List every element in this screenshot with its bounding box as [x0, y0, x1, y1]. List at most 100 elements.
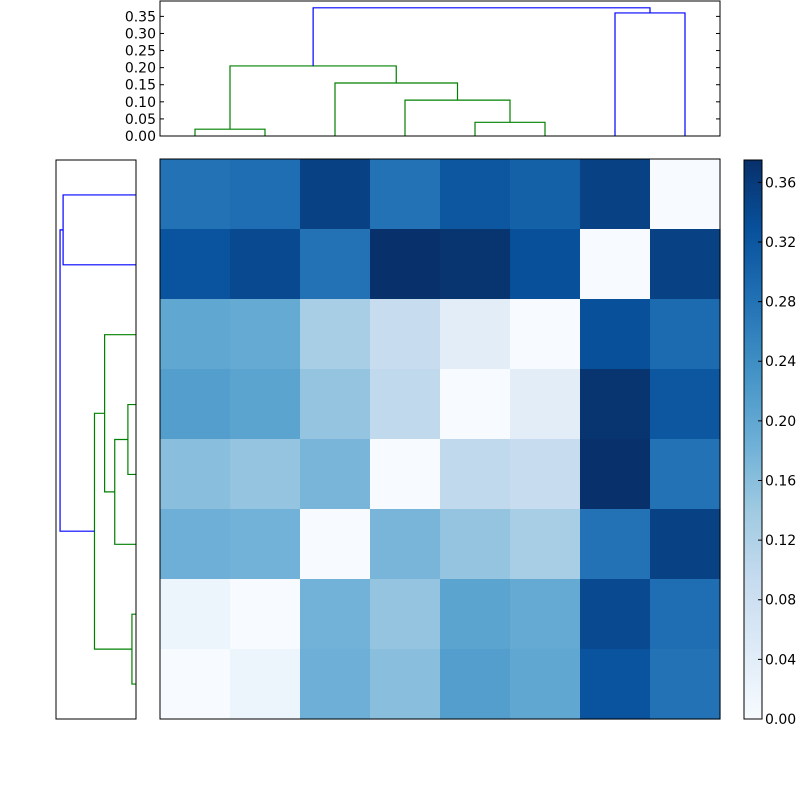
- colorbar-tick-label: 0.08: [765, 593, 796, 609]
- heatmap-cell-r5-c4: [440, 509, 511, 580]
- heatmap-cell-r4-c6: [580, 439, 651, 510]
- heatmap-cell-r4-c2: [300, 439, 371, 510]
- heatmap-cell-r7-c7: [650, 649, 721, 720]
- heatmap-cell-r7-c5: [510, 649, 581, 720]
- heatmap-cell-r6-c1: [230, 579, 301, 650]
- heatmap-cell-r7-c1: [230, 649, 301, 720]
- heatmap-cell-r6-c6: [580, 579, 651, 650]
- colorbar-tick-label: 0.04: [765, 652, 796, 668]
- left-dendrogram-link-4: [93, 412, 132, 650]
- heatmap-cell-r3-c6: [580, 369, 651, 440]
- heatmap-cell-r7-c0: [160, 649, 231, 720]
- heatmap-frame: [159, 158, 721, 720]
- heatmap-cell-r0-c2: [300, 159, 371, 230]
- heatmap-cell-r3-c2: [300, 369, 371, 440]
- heatmap-cell-r7-c3: [370, 649, 441, 720]
- top-dendrogram-tick-label: 0.10: [125, 95, 156, 111]
- heatmap-cell-r4-c3: [370, 439, 441, 510]
- top-dendrogram-tick-label: 0.25: [125, 44, 156, 60]
- heatmap-cell-r6-c3: [370, 579, 441, 650]
- heatmap-cell-r5-c1: [230, 509, 301, 580]
- top-dendrogram-tick-label: 0.00: [125, 129, 156, 145]
- heatmap-cell-r4-c0: [160, 439, 231, 510]
- colorbar-tick-label: 0.28: [765, 295, 796, 311]
- heatmap-cell-r2-c3: [370, 299, 441, 370]
- heatmap-cell-r6-c2: [300, 579, 371, 650]
- left-dendrogram-link-6: [59, 229, 95, 532]
- top-dendrogram-frame: [159, 0, 721, 137]
- colorbar-frame: [743, 159, 763, 720]
- heatmap-cell-r5-c5: [510, 509, 581, 580]
- left-dendrogram-frame: [55, 159, 137, 720]
- heatmap-cell-r2-c6: [580, 299, 651, 370]
- heatmap-cell-r3-c1: [230, 369, 301, 440]
- top-dendrogram-link-5: [614, 12, 686, 136]
- heatmap-cell-r6-c4: [440, 579, 511, 650]
- heatmap-cell-r0-c3: [370, 159, 441, 230]
- heatmap: [159, 158, 721, 720]
- heatmap-cell-r0-c5: [510, 159, 581, 230]
- heatmap-cell-r0-c7: [650, 159, 721, 230]
- heatmap-cell-r7-c2: [300, 649, 371, 720]
- heatmap-cell-r5-c7: [650, 509, 721, 580]
- heatmap-cell-r2-c0: [160, 299, 231, 370]
- heatmap-cell-r5-c3: [370, 509, 441, 580]
- heatmap-cell-r2-c5: [510, 299, 581, 370]
- heatmap-cell-r4-c5: [510, 439, 581, 510]
- heatmap-cell-r7-c6: [580, 649, 651, 720]
- heatmap-cell-r1-c5: [510, 229, 581, 300]
- heatmap-cell-r2-c2: [300, 299, 371, 370]
- left-dendrogram-link-2: [114, 438, 136, 545]
- colorbar-tick-label: 0.16: [765, 473, 796, 489]
- heatmap-cell-r3-c7: [650, 369, 721, 440]
- heatmap-cell-r3-c0: [160, 369, 231, 440]
- heatmap-cell-r0-c0: [160, 159, 231, 230]
- left-dendrogram: [55, 159, 137, 720]
- colorbar: 0.00 0.04 0.08 0.12 0.16 0.20 0.24 0.28 0.32 0.36: [743, 159, 796, 728]
- heatmap-cell-r4-c7: [650, 439, 721, 510]
- heatmap-cell-r4-c4: [440, 439, 511, 510]
- heatmap-cell-r1-c7: [650, 229, 721, 300]
- heatmap-cell-r1-c6: [580, 229, 651, 300]
- top-dendrogram-link-1: [474, 121, 546, 136]
- top-dendrogram-link-3: [334, 82, 459, 136]
- colorbar-tick-label: 0.24: [765, 354, 796, 370]
- left-dendrogram-link-1: [127, 403, 136, 476]
- heatmap-cell-r1-c3: [370, 229, 441, 300]
- top-dendrogram-link-4: [229, 65, 397, 130]
- colorbar-tick-label: 0.36: [765, 175, 796, 191]
- heatmap-cell-r3-c5: [510, 369, 581, 440]
- colorbar-tick-label: 0.32: [765, 235, 796, 251]
- heatmap-cell-r5-c6: [580, 509, 651, 580]
- heatmap-cell-r1-c1: [230, 229, 301, 300]
- top-dendrogram-tick-label: 0.05: [125, 112, 156, 128]
- heatmap-cell-r5-c0: [160, 509, 231, 580]
- heatmap-cell-r1-c4: [440, 229, 511, 300]
- top-dendrogram-tick-label: 0.30: [125, 26, 156, 42]
- colorbar-gradient: [744, 160, 762, 719]
- top-dendrogram-link-2: [404, 99, 511, 136]
- heatmap-cell-r4-c1: [230, 439, 301, 510]
- top-dendrogram-link-6: [312, 7, 651, 66]
- heatmap-cell-r0-c4: [440, 159, 511, 230]
- top-dendrogram-link-0: [194, 128, 266, 136]
- heatmap-cell-r6-c5: [510, 579, 581, 650]
- left-dendrogram-link-5: [62, 194, 136, 266]
- heatmap-cell-r0-c1: [230, 159, 301, 230]
- heatmap-cell-r7-c4: [440, 649, 511, 720]
- heatmap-cell-r5-c2: [300, 509, 371, 580]
- top-dendrogram: 0.000.050.100.150.200.25 0.300.35: [125, 0, 721, 145]
- top-dendrogram-tick-label: 0.20: [125, 61, 156, 77]
- heatmap-cell-r2-c7: [650, 299, 721, 370]
- colorbar-tick-label: 0.12: [765, 533, 796, 549]
- top-dendrogram-tick-label: 0.15: [125, 78, 156, 94]
- heatmap-cell-r3-c4: [440, 369, 511, 440]
- heatmap-cell-r1-c2: [300, 229, 371, 300]
- colorbar-tick-label: 0.00: [765, 712, 796, 728]
- heatmap-cell-r1-c0: [160, 229, 231, 300]
- left-dendrogram-link-0: [131, 613, 136, 685]
- colorbar-tick-label: 0.20: [765, 414, 796, 430]
- top-dendrogram-tick-label: 0.35: [125, 9, 156, 25]
- heatmap-cell-r0-c6: [580, 159, 651, 230]
